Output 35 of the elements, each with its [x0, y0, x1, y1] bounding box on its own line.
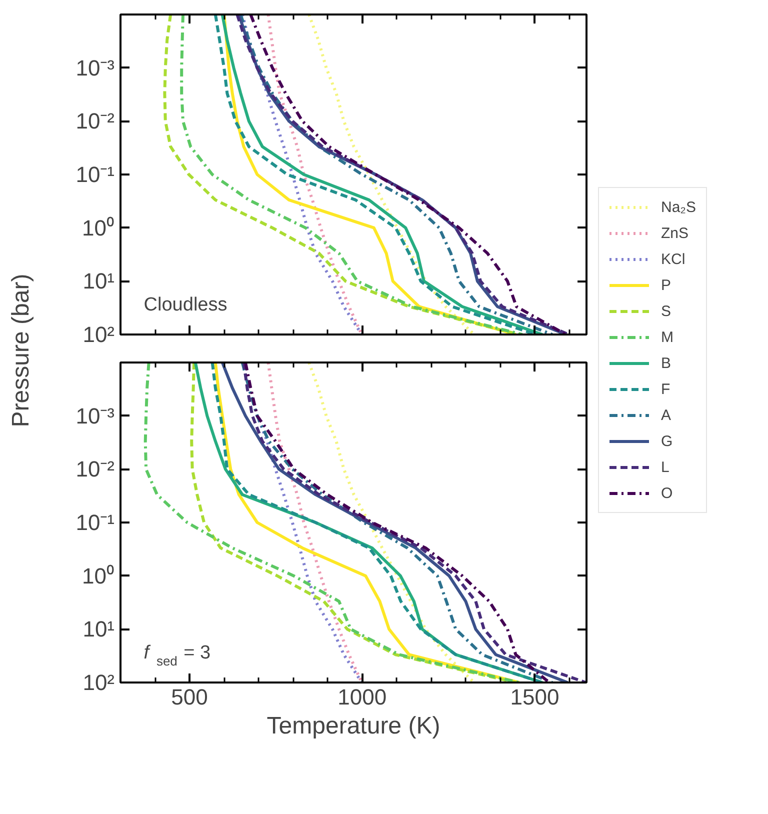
- annotation: Cloudless: [144, 294, 228, 316]
- y-tick-label: 10⁰: [82, 215, 115, 240]
- legend-label: Na₂S: [661, 198, 696, 216]
- legend-label: ZnS: [661, 224, 689, 242]
- y-tick-label: 10⁰: [82, 563, 115, 588]
- y-tick-label: 10⁻¹: [76, 162, 114, 187]
- legend-label: S: [661, 302, 672, 320]
- y-tick-label: 10⁻³: [76, 403, 114, 428]
- line-series: [307, 14, 476, 334]
- y-tick-label: 10¹: [82, 268, 114, 294]
- legend-label: G: [661, 432, 674, 450]
- line-series: [240, 14, 364, 334]
- x-tick-label: 1000: [338, 684, 387, 710]
- x-tick-label: 500: [171, 684, 208, 710]
- legend-label: KCl: [661, 250, 686, 268]
- legend-label: O: [661, 484, 674, 502]
- y-tick-label: 10²: [82, 670, 114, 695]
- line-series: [266, 14, 364, 334]
- legend-label: F: [661, 380, 672, 398]
- y-tick-label: 10⁻³: [76, 55, 114, 80]
- legend-label: L: [661, 458, 670, 476]
- line-series: [307, 362, 476, 682]
- legend-label: M: [661, 328, 674, 346]
- legend-label: P: [661, 276, 672, 294]
- y-tick-label: 10⁻²: [76, 456, 114, 482]
- y-tick-label: 10¹: [82, 616, 114, 642]
- y-tick-label: 10⁻²: [76, 108, 114, 134]
- legend-label: A: [661, 406, 672, 424]
- x-tick-label: 1500: [510, 684, 560, 710]
- y-tick-label: 10⁻¹: [76, 510, 114, 535]
- y-tick-label: 10²: [82, 322, 114, 347]
- line-series: [266, 362, 364, 682]
- x-axis-title: Temperature (K): [266, 712, 440, 740]
- legend-label: B: [661, 354, 672, 372]
- y-axis-title: Pressure (bar): [8, 274, 34, 428]
